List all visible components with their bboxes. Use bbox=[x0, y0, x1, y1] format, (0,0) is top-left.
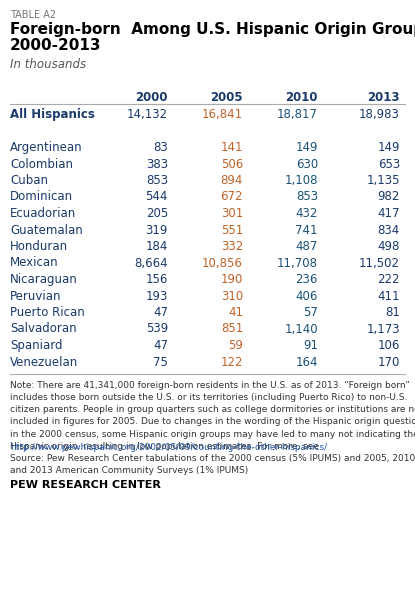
Text: 383: 383 bbox=[146, 157, 168, 171]
Text: 851: 851 bbox=[221, 323, 243, 335]
Text: 106: 106 bbox=[378, 339, 400, 352]
Text: 487: 487 bbox=[295, 240, 318, 253]
Text: 853: 853 bbox=[296, 191, 318, 203]
Text: 406: 406 bbox=[295, 289, 318, 303]
Text: 14,132: 14,132 bbox=[127, 108, 168, 121]
Text: 81: 81 bbox=[385, 306, 400, 319]
Text: 1,173: 1,173 bbox=[366, 323, 400, 335]
Text: 91: 91 bbox=[303, 339, 318, 352]
Text: 193: 193 bbox=[146, 289, 168, 303]
Text: 57: 57 bbox=[303, 306, 318, 319]
Text: 1,135: 1,135 bbox=[366, 174, 400, 187]
Text: 411: 411 bbox=[378, 289, 400, 303]
Text: Guatemalan: Guatemalan bbox=[10, 224, 83, 236]
Text: 1,140: 1,140 bbox=[284, 323, 318, 335]
Text: 41: 41 bbox=[228, 306, 243, 319]
Text: 59: 59 bbox=[228, 339, 243, 352]
Text: Peruvian: Peruvian bbox=[10, 289, 61, 303]
Text: 75: 75 bbox=[153, 356, 168, 368]
Text: 222: 222 bbox=[378, 273, 400, 286]
Text: 498: 498 bbox=[378, 240, 400, 253]
Text: PEW RESEARCH CENTER: PEW RESEARCH CENTER bbox=[10, 480, 161, 490]
Text: Source: Pew Research Center tabulations of the 2000 census (5% IPUMS) and 2005, : Source: Pew Research Center tabulations … bbox=[10, 454, 415, 475]
Text: 2000: 2000 bbox=[136, 91, 168, 104]
Text: Colombian: Colombian bbox=[10, 157, 73, 171]
Text: 184: 184 bbox=[146, 240, 168, 253]
Text: 170: 170 bbox=[378, 356, 400, 368]
Text: Note: There are 41,341,000 foreign-born residents in the U.S. as of 2013. “Forei: Note: There are 41,341,000 foreign-born … bbox=[10, 381, 415, 451]
Text: 2010: 2010 bbox=[286, 91, 318, 104]
Text: 319: 319 bbox=[146, 224, 168, 236]
Text: 310: 310 bbox=[221, 289, 243, 303]
Text: 236: 236 bbox=[295, 273, 318, 286]
Text: 156: 156 bbox=[146, 273, 168, 286]
Text: 149: 149 bbox=[295, 141, 318, 154]
Text: 190: 190 bbox=[221, 273, 243, 286]
Text: 16,841: 16,841 bbox=[202, 108, 243, 121]
Text: 982: 982 bbox=[378, 191, 400, 203]
Text: 11,502: 11,502 bbox=[359, 256, 400, 270]
Text: 8,664: 8,664 bbox=[134, 256, 168, 270]
Text: 1,108: 1,108 bbox=[285, 174, 318, 187]
Text: 539: 539 bbox=[146, 323, 168, 335]
Text: TABLE A2: TABLE A2 bbox=[10, 10, 56, 20]
Text: 301: 301 bbox=[221, 207, 243, 220]
Text: 18,817: 18,817 bbox=[277, 108, 318, 121]
Text: Puerto Rican: Puerto Rican bbox=[10, 306, 85, 319]
Text: Ecuadorian: Ecuadorian bbox=[10, 207, 76, 220]
Text: 2013: 2013 bbox=[368, 91, 400, 104]
Text: 417: 417 bbox=[378, 207, 400, 220]
Text: 853: 853 bbox=[146, 174, 168, 187]
Text: All Hispanics: All Hispanics bbox=[10, 108, 95, 121]
Text: 18,983: 18,983 bbox=[359, 108, 400, 121]
Text: 141: 141 bbox=[220, 141, 243, 154]
Text: 122: 122 bbox=[220, 356, 243, 368]
Text: Argentinean: Argentinean bbox=[10, 141, 83, 154]
Text: 672: 672 bbox=[220, 191, 243, 203]
Text: Honduran: Honduran bbox=[10, 240, 68, 253]
Text: 894: 894 bbox=[221, 174, 243, 187]
Text: 47: 47 bbox=[153, 306, 168, 319]
Text: 653: 653 bbox=[378, 157, 400, 171]
Text: 551: 551 bbox=[221, 224, 243, 236]
Text: 205: 205 bbox=[146, 207, 168, 220]
Text: 432: 432 bbox=[295, 207, 318, 220]
Text: 630: 630 bbox=[296, 157, 318, 171]
Text: 83: 83 bbox=[153, 141, 168, 154]
Text: Cuban: Cuban bbox=[10, 174, 48, 187]
Text: 2005: 2005 bbox=[210, 91, 243, 104]
Text: 544: 544 bbox=[146, 191, 168, 203]
Text: Nicaraguan: Nicaraguan bbox=[10, 273, 78, 286]
Text: 834: 834 bbox=[378, 224, 400, 236]
Text: 11,708: 11,708 bbox=[277, 256, 318, 270]
Text: Foreign-born  Among U.S. Hispanic Origin Groups,: Foreign-born Among U.S. Hispanic Origin … bbox=[10, 22, 415, 37]
Text: 506: 506 bbox=[221, 157, 243, 171]
Text: 2000-2013: 2000-2013 bbox=[10, 38, 102, 53]
Text: Spaniard: Spaniard bbox=[10, 339, 63, 352]
Text: Salvadoran: Salvadoran bbox=[10, 323, 77, 335]
Text: Venezuelan: Venezuelan bbox=[10, 356, 78, 368]
Text: In thousands: In thousands bbox=[10, 58, 86, 71]
Text: 164: 164 bbox=[295, 356, 318, 368]
Text: Mexican: Mexican bbox=[10, 256, 59, 270]
Text: 10,856: 10,856 bbox=[202, 256, 243, 270]
Text: Dominican: Dominican bbox=[10, 191, 73, 203]
Text: 332: 332 bbox=[221, 240, 243, 253]
Text: http://www.pewhispanic.org/2002/05/09/counting-the-other-hispanics/: http://www.pewhispanic.org/2002/05/09/co… bbox=[10, 443, 327, 452]
Text: 741: 741 bbox=[295, 224, 318, 236]
Text: 149: 149 bbox=[378, 141, 400, 154]
Text: 47: 47 bbox=[153, 339, 168, 352]
